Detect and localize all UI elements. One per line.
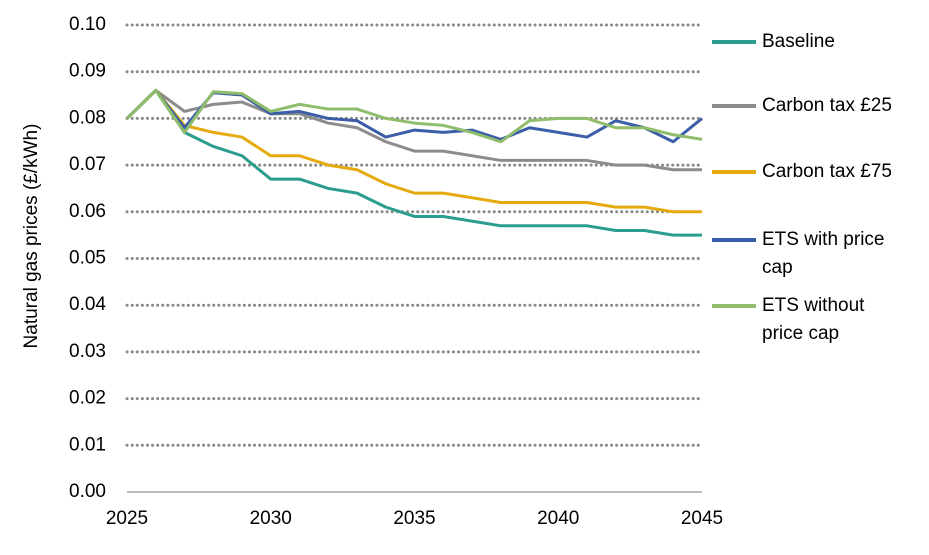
y-tick-label: 0.09	[69, 61, 106, 82]
series-line	[125, 88, 703, 144]
legend-item: Baseline	[712, 28, 912, 56]
legend-item: Carbon tax £75	[712, 158, 912, 186]
x-tick-label: 2040	[537, 508, 579, 529]
y-tick-label: 0.00	[69, 481, 106, 502]
y-tick-label: 0.05	[69, 248, 106, 269]
legend-swatch	[712, 170, 756, 174]
y-axis-label: Natural gas prices (£/kWh)	[21, 124, 42, 349]
legend-label: Carbon tax £75	[762, 161, 892, 182]
legend-label: Carbon tax £25	[762, 95, 892, 116]
legend-label: ETS without price cap	[762, 295, 865, 344]
series-line	[125, 88, 703, 144]
y-tick-label: 0.04	[69, 294, 106, 315]
y-tick-label: 0.01	[69, 434, 106, 455]
y-tick-label: 0.03	[69, 341, 106, 362]
legend-item: Carbon tax £25	[712, 92, 912, 120]
y-tick-label: 0.06	[69, 201, 106, 222]
y-tick-label: 0.10	[69, 14, 106, 35]
legend-swatch	[712, 238, 756, 242]
y-tick-label: 0.02	[69, 388, 106, 409]
x-tick-label: 2030	[250, 508, 292, 529]
legend-swatch	[712, 304, 756, 308]
legend-item: ETS without price cap	[712, 292, 912, 348]
legend-item: ETS with price cap	[712, 226, 912, 282]
x-tick-label: 2025	[106, 508, 148, 529]
series-line	[125, 88, 702, 172]
x-tick-label: 2035	[393, 508, 435, 529]
legend-swatch	[712, 104, 756, 108]
series-line	[125, 88, 702, 237]
legend-label: ETS with price cap	[762, 229, 885, 278]
y-tick-label: 0.07	[69, 154, 106, 175]
x-tick-label: 2045	[681, 508, 723, 529]
series-line	[125, 88, 702, 214]
legend-swatch	[712, 40, 756, 44]
legend-label: Baseline	[762, 31, 835, 52]
y-tick-label: 0.08	[69, 107, 106, 128]
